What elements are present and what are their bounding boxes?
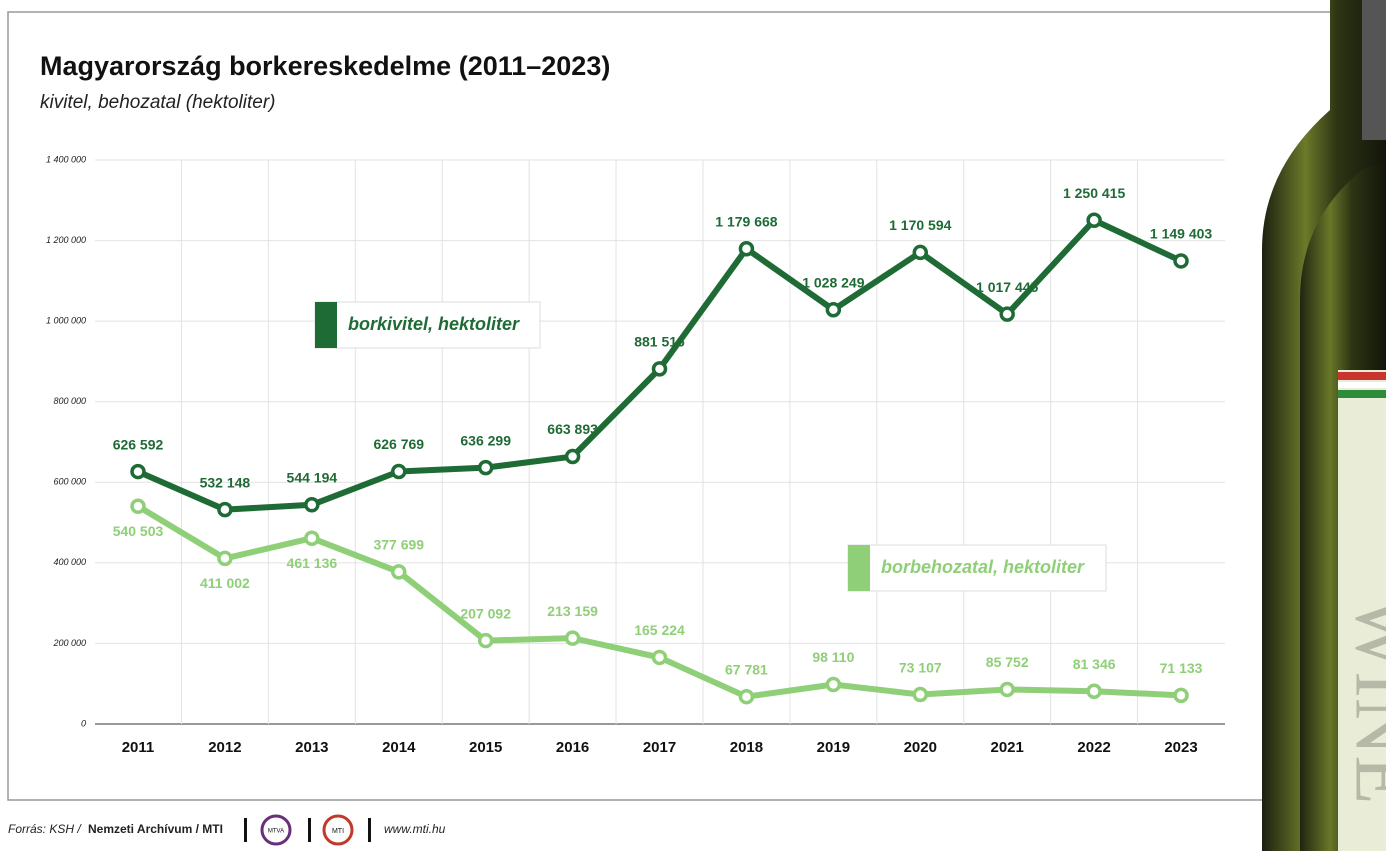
frame — [8, 12, 1330, 800]
y-tick-label: 1 400 000 — [46, 154, 86, 164]
x-tick-label: 2023 — [1164, 739, 1197, 756]
x-tick-label: 2020 — [904, 739, 937, 756]
value-label: 626 769 — [373, 436, 424, 452]
point — [1175, 689, 1187, 701]
logo-text: MTI — [332, 828, 344, 835]
value-label: 1 149 403 — [1150, 226, 1212, 242]
x-tick-label: 2021 — [991, 739, 1024, 756]
x-tick-label: 2017 — [643, 739, 676, 756]
y-tick-label: 1 200 000 — [46, 235, 86, 245]
logo-text: MTVA — [268, 829, 284, 835]
x-tick-label: 2022 — [1077, 739, 1110, 756]
legend-label: borkivitel, hektoliter — [348, 314, 520, 334]
chart-title: Magyarország borkereskedelme (2011–2023) — [40, 51, 610, 81]
y-tick-label: 400 000 — [53, 557, 86, 567]
value-label: 636 299 — [460, 432, 511, 448]
point — [219, 504, 231, 516]
value-label: 540 503 — [113, 523, 164, 539]
point — [740, 243, 752, 255]
value-label: 1 170 594 — [889, 217, 951, 233]
value-label: 544 194 — [287, 469, 338, 485]
point — [827, 304, 839, 316]
point — [567, 451, 579, 463]
value-label: 377 699 — [373, 537, 424, 553]
point — [219, 552, 231, 564]
point — [306, 499, 318, 511]
point — [567, 632, 579, 644]
bottle-label: WINE — [1339, 596, 1386, 805]
value-label: 71 133 — [1160, 660, 1203, 676]
value-label: 663 893 — [547, 421, 598, 437]
point — [480, 462, 492, 474]
bottle-decoration: WINE — [1262, 0, 1386, 851]
point — [1175, 255, 1187, 267]
x-tick-label: 2011 — [122, 739, 155, 756]
chart-subtitle: kivitel, behozatal (hektoliter) — [40, 92, 276, 113]
y-tick-label: 800 000 — [53, 396, 86, 406]
x-tick-label: 2015 — [469, 739, 502, 756]
point — [132, 466, 144, 478]
value-label: 73 107 — [899, 659, 942, 675]
x-tick-label: 2016 — [556, 739, 589, 756]
value-label: 165 224 — [634, 622, 685, 638]
chart: WINE Magyarország borkereskedelme (2011–… — [0, 0, 1386, 851]
point — [480, 635, 492, 647]
point — [393, 466, 405, 478]
point — [393, 566, 405, 578]
y-tick-label: 1 000 000 — [46, 316, 86, 326]
plot: 0 200 000 400 000 600 000 800 000 1 000 000 1 … — [46, 154, 1225, 756]
value-label: 85 752 — [986, 654, 1029, 670]
value-label: 98 110 — [812, 649, 854, 665]
value-label: 1 179 668 — [715, 213, 777, 229]
legend-swatch — [848, 545, 870, 591]
value-label: 626 592 — [113, 436, 164, 452]
point — [1088, 214, 1100, 226]
legend-swatch — [315, 302, 337, 348]
value-label: 411 002 — [200, 575, 250, 591]
value-label: 1 028 249 — [802, 274, 864, 290]
footer-publisher: Nemzeti Archívum / MTI — [88, 822, 223, 836]
footer-source: Forrás: KSH / — [8, 822, 82, 836]
x-tick-label: 2019 — [817, 739, 850, 756]
point — [1001, 683, 1013, 695]
value-label: 207 092 — [460, 605, 511, 621]
x-tick-label: 2014 — [382, 739, 416, 756]
point — [1088, 685, 1100, 697]
point — [306, 532, 318, 544]
value-label: 81 346 — [1073, 656, 1116, 672]
value-label: 881 516 — [634, 334, 685, 350]
point — [654, 363, 666, 375]
value-label: 67 781 — [725, 661, 768, 677]
value-label: 532 148 — [200, 474, 251, 490]
point — [132, 500, 144, 512]
value-label: 461 136 — [287, 555, 338, 571]
x-tick-label: 2012 — [208, 739, 241, 756]
x-tick-label: 2018 — [730, 739, 763, 756]
x-tick-label: 2013 — [295, 739, 328, 756]
value-label: 1 250 415 — [1063, 185, 1125, 201]
footer-url: www.mti.hu — [384, 822, 446, 836]
value-label: 213 159 — [547, 603, 598, 619]
legend-label: borbehozatal, hektoliter — [881, 557, 1085, 577]
y-tick-label: 0 — [81, 718, 86, 728]
separator — [244, 818, 247, 842]
point — [1001, 308, 1013, 320]
value-label: 1 017 445 — [976, 279, 1038, 295]
separator — [308, 818, 311, 842]
y-tick-label: 600 000 — [53, 477, 86, 487]
point — [914, 689, 926, 701]
separator — [368, 818, 371, 842]
point — [654, 651, 666, 663]
point — [740, 691, 752, 703]
point — [827, 678, 839, 690]
y-tick-label: 200 000 — [52, 638, 86, 648]
point — [914, 246, 926, 258]
